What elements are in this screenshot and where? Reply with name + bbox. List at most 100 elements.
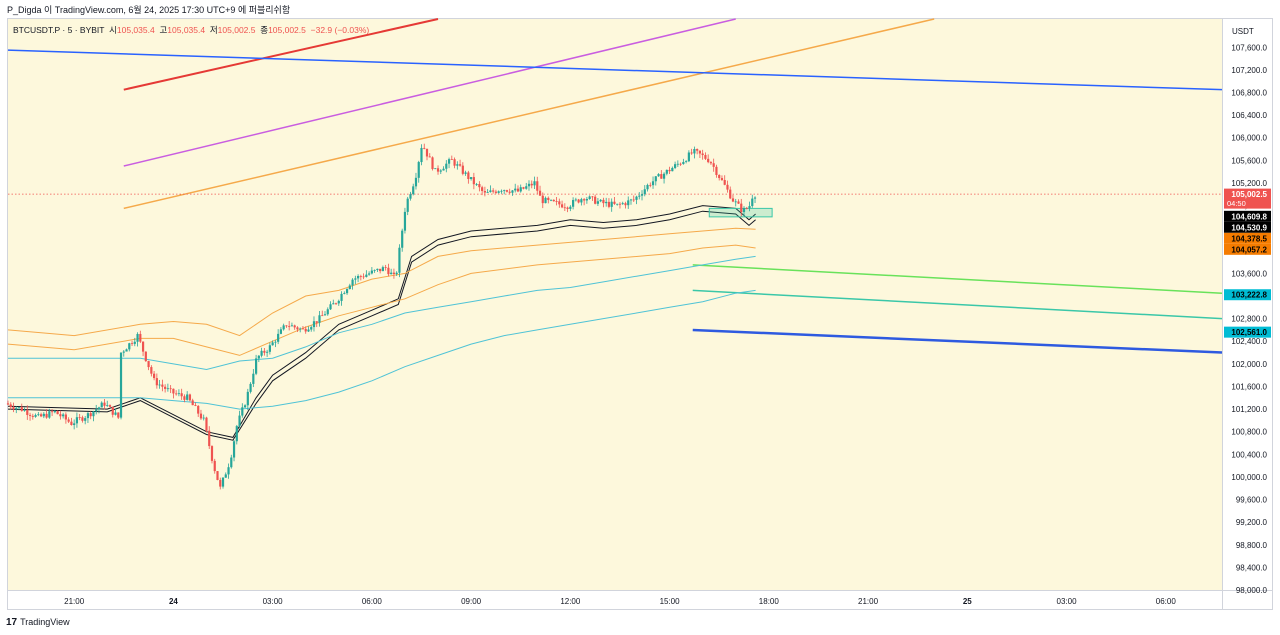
candle-body: [541, 195, 544, 204]
candle-body: [186, 394, 189, 400]
candle-body: [108, 405, 112, 407]
candle-body: [398, 247, 401, 273]
legend-low-value: 105,002.5: [217, 25, 256, 35]
candle-body: [304, 328, 307, 332]
candle-body: [417, 162, 420, 178]
candle-body: [456, 164, 459, 166]
tradingview-logo-icon: 17: [6, 617, 18, 628]
candle-body: [260, 350, 263, 356]
candle-body: [720, 178, 724, 181]
candle-body: [246, 391, 249, 406]
candle-body: [332, 303, 335, 305]
y-tick-label: 106,400.0: [1231, 111, 1267, 120]
y-tick-label: 105,200.0: [1231, 179, 1267, 188]
candle-body: [671, 167, 674, 172]
ma-line-ma-band-upper: [7, 205, 756, 438]
candle-body: [596, 201, 600, 204]
candle-body: [679, 163, 682, 165]
candle-body: [12, 407, 15, 410]
candle-body: [613, 201, 616, 204]
candle-body: [56, 410, 59, 415]
candle-body: [742, 208, 746, 213]
candle-body: [139, 333, 142, 342]
candle-body: [401, 230, 404, 248]
candle-body: [243, 405, 247, 408]
y-tick-label: 107,600.0: [1231, 43, 1267, 52]
candle-body: [698, 150, 702, 154]
candle-body: [707, 158, 710, 163]
candle-body: [635, 196, 638, 200]
candle-body: [753, 197, 757, 199]
candle-body: [530, 183, 533, 186]
candle-body: [9, 404, 12, 408]
candle-body: [59, 414, 62, 417]
candle-body: [216, 471, 219, 480]
candle-body: [164, 386, 167, 389]
price-label-text: 104,609.8: [1231, 212, 1267, 221]
candle-body: [81, 417, 84, 421]
candle-body: [183, 396, 186, 400]
candle-body: [420, 147, 423, 163]
candle-body: [62, 414, 65, 417]
candle-body: [514, 188, 517, 191]
candle-body: [34, 414, 37, 417]
candle-body: [161, 384, 164, 387]
x-tick-label: 03:00: [1057, 597, 1078, 606]
x-tick-label: 15:00: [660, 597, 681, 606]
candle-body: [188, 394, 192, 401]
candle-body: [23, 410, 26, 411]
candle-body: [351, 279, 354, 286]
candle-body: [651, 181, 655, 186]
candle-body: [673, 164, 677, 168]
candle-body: [348, 285, 351, 290]
candle-body: [155, 378, 158, 386]
candle-body: [329, 304, 332, 310]
candle-body: [53, 410, 56, 413]
candle-body: [277, 333, 280, 342]
candle-body: [690, 152, 693, 154]
candle-body: [470, 177, 473, 179]
y-tick-label: 106,800.0: [1231, 88, 1267, 97]
candle-body: [89, 413, 92, 417]
candle-body: [668, 169, 671, 172]
y-tick-label: 102,400.0: [1231, 337, 1267, 346]
legend-symbol: BTCUSDT.P · 5 · BYBIT: [13, 25, 105, 35]
candle-body: [31, 415, 34, 417]
candle-body: [660, 174, 663, 179]
candle-body: [552, 199, 555, 202]
y-tick-label: 103,600.0: [1231, 269, 1267, 278]
candle-body: [213, 460, 216, 472]
candle-body: [566, 207, 569, 209]
candle-body: [712, 163, 715, 167]
candle-body: [555, 201, 558, 202]
candle-body: [106, 405, 109, 406]
price-label-badge: [1224, 289, 1271, 301]
candle-body: [403, 211, 407, 231]
candle-body: [503, 190, 506, 191]
candle-body: [472, 177, 475, 185]
price-label-badge: [1224, 210, 1271, 222]
candle-body: [97, 407, 101, 410]
candle-body: [252, 373, 255, 384]
candle-body: [191, 400, 194, 406]
candle-body: [6, 403, 10, 405]
candle-body: [453, 159, 456, 166]
price-label-text: 104,378.5: [1231, 234, 1267, 243]
candle-body: [715, 166, 718, 175]
candle-body: [172, 388, 175, 394]
candle-body: [726, 184, 729, 190]
price-axis-currency: USDT: [1232, 27, 1254, 36]
legend-change: −32.9 (−0.03%): [310, 25, 370, 35]
candle-body: [95, 409, 98, 412]
y-tick-label: 105,600.0: [1231, 156, 1267, 165]
candle-body: [15, 407, 18, 410]
candle-body: [505, 190, 509, 192]
candle-body: [599, 199, 602, 202]
trend-line-blue-bottom: [692, 328, 1223, 354]
candle-body: [307, 329, 310, 332]
candle-body: [574, 199, 577, 201]
y-tick-label: 101,600.0: [1231, 382, 1267, 391]
y-tick-label: 98,400.0: [1236, 563, 1268, 572]
candle-body: [390, 272, 393, 275]
